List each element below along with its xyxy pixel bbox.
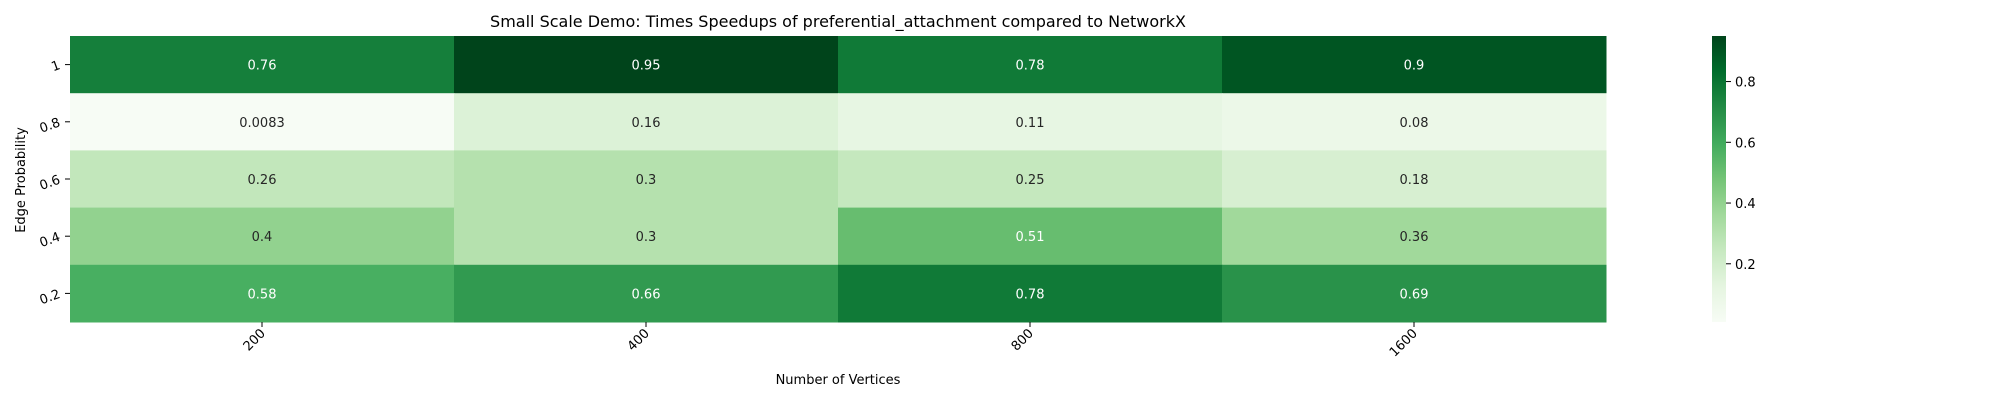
- heatmap-cell: [838, 93, 1223, 151]
- x-tick-label: 200: [241, 326, 269, 354]
- x-axis-ticks: 200 400 800 1600: [241, 322, 1421, 360]
- cell-value-label: 0.26: [248, 173, 277, 188]
- y-tick-label: 0.8: [38, 115, 63, 136]
- colorbar-ticks: 0.2 0.4 0.6 0.8: [1726, 76, 1756, 273]
- x-tick-label: 800: [1009, 326, 1037, 354]
- cell-value-label: 0.3: [636, 230, 657, 245]
- heatmap-cell: [454, 264, 839, 323]
- cell-value-label: 0.69: [1400, 287, 1429, 302]
- heatmap-cell: [70, 207, 455, 266]
- cell-value-label: 0.25: [1016, 173, 1045, 188]
- cell-value-label: 0.18: [1400, 173, 1429, 188]
- heatmap-cell: [838, 207, 1223, 266]
- heatmap-cell: [70, 93, 455, 151]
- heatmap-cell: [838, 264, 1223, 323]
- colorbar: [1712, 36, 1726, 322]
- y-tick-label: 0.2: [38, 287, 63, 308]
- colorbar-tick-label: 0.6: [1735, 136, 1756, 151]
- cell-value-label: 0.66: [632, 287, 661, 302]
- colorbar-tick-label: 0.8: [1735, 76, 1756, 91]
- cell-value-label: 0.0083: [239, 116, 285, 131]
- heatmap-cell: [838, 150, 1223, 209]
- heatmap-cell: [838, 36, 1223, 94]
- heatmap-cell: [1222, 264, 1607, 323]
- heatmap-cell: [70, 264, 455, 323]
- cell-value-label: 0.95: [632, 59, 661, 74]
- colorbar-tick-label: 0.2: [1735, 258, 1756, 273]
- cell-value-label: 0.58: [248, 287, 277, 302]
- heatmap-cell: [70, 36, 455, 94]
- cell-value-label: 0.3: [636, 173, 657, 188]
- y-tick-label: 0.6: [38, 173, 63, 194]
- cell-value-label: 0.78: [1016, 287, 1045, 302]
- heatmap-cell: [70, 150, 455, 209]
- heatmap-cell: [454, 36, 839, 94]
- heatmap-cell: [1222, 93, 1607, 151]
- heatmap-cell: [454, 150, 839, 209]
- x-tick-label: 1600: [1387, 326, 1421, 360]
- cell-value-label: 0.78: [1016, 59, 1045, 74]
- cell-value-label: 0.11: [1016, 116, 1045, 131]
- heatmap-cell: [454, 207, 839, 266]
- y-axis-label: Edge Probability: [14, 127, 29, 233]
- cell-value-label: 0.76: [248, 59, 277, 74]
- cell-value-label: 0.4: [252, 230, 273, 245]
- cell-value-label: 0.51: [1016, 230, 1045, 245]
- chart-title: Small Scale Demo: Times Speedups of pref…: [490, 12, 1186, 32]
- x-tick-label: 400: [625, 326, 653, 354]
- y-axis-ticks: 1 0.8 0.6 0.4 0.2: [38, 58, 70, 308]
- heatmap-cell: [1222, 36, 1607, 94]
- cell-value-label: 0.08: [1400, 116, 1429, 131]
- y-tick-label: 1: [49, 58, 62, 75]
- cell-value-label: 0.9: [1404, 59, 1425, 74]
- x-axis-label: Number of Vertices: [776, 373, 901, 388]
- y-tick-label: 0.4: [38, 230, 63, 251]
- heatmap-cells: 0.76 0.95 0.78 0.9 0.0083 0.16 0.11 0.08 0.26 0.3…: [70, 36, 1607, 323]
- cell-value-label: 0.36: [1400, 230, 1429, 245]
- heatmap-cell: [1222, 150, 1607, 209]
- cell-value-label: 0.16: [632, 116, 661, 131]
- heatmap-cell: [454, 93, 839, 151]
- heatmap-cell: [1222, 207, 1607, 266]
- colorbar-tick-label: 0.4: [1735, 197, 1756, 212]
